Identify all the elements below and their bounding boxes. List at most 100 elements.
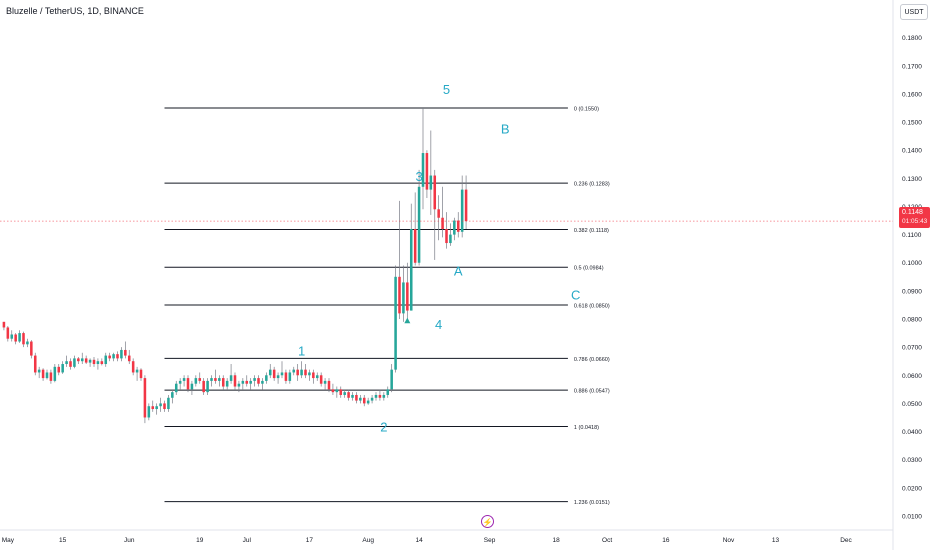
candle-body [182,378,186,381]
price-tick-label: 0.0200 [902,485,922,492]
fib-level-label: 0.382 (0.1118) [574,228,609,234]
price-tick-label: 0.1800 [902,35,922,42]
candle-body [135,369,139,373]
candle-body [225,380,229,387]
candle-body [92,359,96,365]
candle-body [14,334,17,342]
candle-body [6,327,10,339]
bar-countdown: 01:05:43 [902,218,928,225]
candle-body [131,361,135,373]
price-tick-label: 0.0500 [902,401,922,408]
elliott-wave-labels: 1 2 3 4 5 A B C [298,82,580,435]
candle-body [37,369,41,373]
time-tick-label: 16 [662,537,670,544]
candle-body [378,394,382,398]
candle-body [331,389,335,393]
candle-body [171,392,174,398]
price-tick-label: 0.1100 [902,232,922,239]
candle-body [449,234,452,244]
time-tick-label: 13 [772,537,780,544]
candle-body [413,228,417,263]
price-tick-label: 0.1400 [902,148,922,155]
candle-body [33,355,37,373]
price-tick-label: 0.1600 [902,91,922,98]
currency-selector[interactable]: USDT [900,4,928,20]
candle-body [124,349,127,356]
candle-body [159,403,162,407]
candle-body [276,375,280,379]
price-tick-label: 0.0700 [902,345,922,352]
candle-body [429,175,433,190]
time-axis: May 15 Jun 19 Jul 17 Aug 14 Sep 18 Oct 16 Nov 13 Dec [0,529,893,544]
price-tick-label: 0.1700 [902,63,922,70]
time-tick-label: 17 [306,537,314,544]
wave-label: 2 [380,420,387,435]
candle-body [218,378,221,381]
candles [2,108,468,424]
candle-body [272,369,276,379]
candle-body [100,361,104,365]
candle-body [359,397,362,401]
candle-body [178,380,182,384]
candle-body [406,282,409,311]
wave-label: A [454,263,463,278]
candle-body [323,380,327,384]
candle-body [69,361,72,367]
time-tick-label: Dec [840,537,852,544]
candle-body [2,321,6,328]
candle-body [335,389,339,393]
wave-label: 5 [443,82,450,97]
price-tick-label: 0.0100 [902,513,922,520]
candle-body [308,372,311,376]
candle-body [202,380,205,393]
candle-body [386,389,390,395]
candle-body [41,369,45,379]
candle-body [433,175,437,210]
price-tick-label: 0.1000 [902,260,922,267]
candle-body [198,378,202,381]
candle-body [10,334,14,339]
candle-body [394,276,397,370]
candle-body [155,406,158,410]
candle-body [245,380,249,384]
candle-body [351,394,354,398]
candle-body [464,189,468,222]
candle-body [194,378,198,384]
candle-body [229,375,233,381]
candle-body [30,341,33,356]
candle-body [22,333,25,345]
lightning-icon[interactable]: ⚡ [481,515,494,528]
candle-body [116,354,119,359]
fib-level-label: 0.786 (0.0660) [574,357,610,363]
candle-body [190,383,194,390]
symbol-title: Bluzelle / TetherUS, 1D, BINANCE [6,6,144,16]
fibonacci-retracement[interactable]: 0 (0.1550) 0.236 (0.1283) 0.382 (0.1118) 0.… [164,107,610,507]
candle-body [362,397,366,404]
price-tick-label: 0.0800 [902,317,922,324]
candle-body [221,378,225,387]
candle-body [312,372,315,379]
swing-low-marker [404,317,411,324]
candle-body [53,366,57,381]
price-tick-label: 0.1300 [902,176,922,183]
candle-body [374,394,378,398]
candle-body [261,380,264,384]
candle-body [112,354,115,359]
candle-body [327,380,331,390]
candle-body [80,358,84,362]
candle-body [370,397,374,401]
candle-body [147,406,151,418]
candle-body [421,153,425,187]
candle-body [163,403,166,410]
price-tick-label: 0.0900 [902,288,922,295]
price-tick-label: 0.0600 [902,373,922,380]
time-tick-label: Jul [243,537,252,544]
candle-body [296,369,299,376]
candle-body [96,361,100,365]
candle-body [315,375,319,379]
fib-level-label: 0.886 (0.0547) [574,389,610,395]
candle-body [319,375,323,384]
candle-body [347,392,350,398]
time-tick-label: Nov [723,537,735,544]
